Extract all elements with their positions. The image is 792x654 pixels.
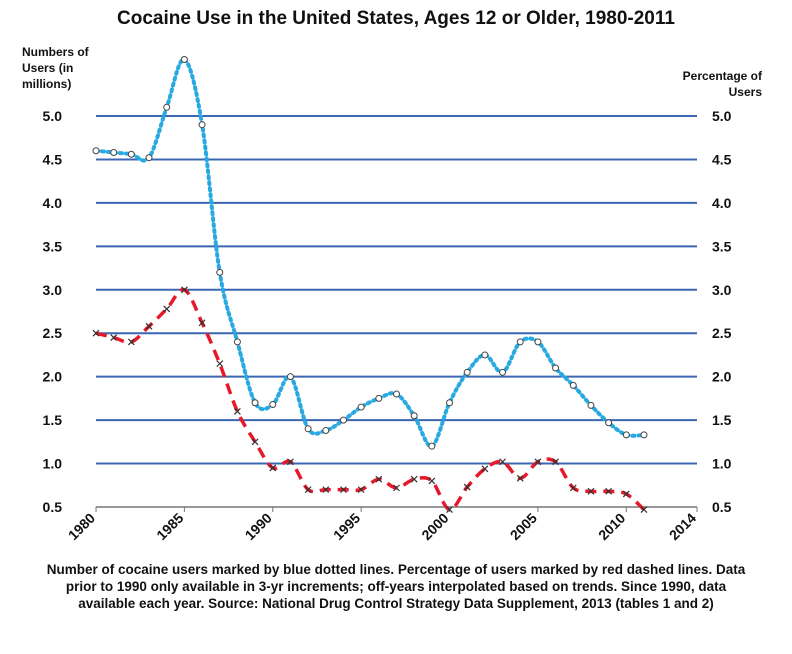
y-tick-left: 3.0 [43,282,63,298]
users-data-point [357,403,365,411]
percentage-data-point [569,484,577,492]
percentage-data-point [605,487,613,495]
percentage-data-point [287,458,294,466]
y-tick-right: 4.5 [712,151,732,167]
users-data-point [463,368,471,376]
percentage-data-point [340,486,347,494]
y-tick-left: 4.0 [43,195,63,211]
y-tick-right: 1.0 [712,456,732,472]
percentage-data-point [375,475,383,483]
percentage-data-point [499,458,506,466]
percentage-data-point [251,438,259,446]
y-tick-right: 1.5 [712,412,732,428]
users-data-point [304,425,312,433]
users-data-point [446,399,454,407]
users-data-point [481,351,489,359]
users-data-point [534,338,542,346]
percentage-data-point [145,322,153,330]
users-data-point [622,431,630,439]
x-tick-label: 1980 [65,510,98,543]
y-tick-left: 3.5 [43,238,63,254]
percentage-data-point [446,506,453,514]
users-data-point [428,442,436,450]
percentage-series-line [95,287,646,512]
percentage-data-point [393,484,400,492]
y-tick-left: 5.0 [43,108,63,124]
users-data-point [393,390,400,398]
users-data-point [499,368,507,376]
users-data-point [127,150,135,158]
y-tick-right: 3.5 [712,238,732,254]
x-tick-label: 1990 [242,510,275,543]
chart-caption: Number of cocaine users marked by blue d… [46,562,746,611]
percentage-data-point [304,486,312,494]
x-tick-label: 2014 [666,510,699,543]
y-tick-left: 2.0 [43,369,63,385]
percentage-data-point [163,305,171,313]
users-data-point [163,103,171,111]
percentage-data-point [410,475,418,483]
percentage-data-point [180,286,188,294]
y-tick-left: 1.0 [43,456,63,472]
y-tick-left: 4.5 [43,151,63,167]
users-data-point [375,394,383,402]
x-tick-label: 2000 [418,510,451,543]
y-tick-left: 2.5 [43,325,63,341]
percentage-data-point [463,483,471,491]
users-data-point [322,427,330,435]
percentage-data-point [357,486,365,494]
y-tick-right: 4.0 [712,195,732,211]
percentage-data-point [127,338,135,346]
users-data-point [339,416,347,424]
users-data-point [145,154,153,162]
users-series-line [94,57,646,449]
percentage-data-point [269,464,277,472]
percentage-data-point [622,490,630,498]
y-tick-left: 0.5 [43,499,63,515]
percentage-data-point [640,506,648,514]
users-data-point [180,56,188,64]
percentage-data-point [534,458,542,466]
x-tick-label: 1985 [153,510,186,543]
users-data-point [198,121,206,129]
y-tick-left: 1.5 [43,412,63,428]
percentage-data-point [428,477,436,485]
x-tick-label: 2005 [507,510,540,543]
percentage-data-point [198,319,206,327]
y-tick-right: 0.5 [712,499,732,515]
users-data-point [92,147,100,155]
percentage-data-point [110,334,118,341]
y-axis-right-label: Percentage of Users [682,69,762,99]
users-data-point [516,338,524,346]
users-data-point [216,268,224,276]
percentage-data-point [92,329,100,337]
percentage-data-point [587,487,595,495]
users-data-point [587,401,595,409]
percentage-data-point [233,407,241,415]
y-tick-right: 2.0 [712,369,732,385]
users-data-point [110,148,118,156]
users-data-point [269,400,277,408]
percentage-data-point [216,360,224,368]
users-data-point [410,412,418,420]
y-tick-right: 5.0 [712,108,732,124]
percentage-data-point [322,486,330,494]
y-tick-right: 3.0 [712,282,732,298]
users-data-point [640,431,648,439]
users-data-point [552,364,560,372]
x-tick-label: 2010 [595,510,628,543]
x-tick-label: 1995 [330,510,363,543]
chart-title: Cocaine Use in the United States, Ages 1… [117,8,675,29]
y-axis-left-label: Numbers of Users (in millions) [22,45,89,91]
percentage-data-point [481,465,489,473]
users-data-point [286,373,294,381]
users-data-point [569,381,577,389]
percentage-data-point [552,458,560,466]
y-tick-right: 2.5 [712,325,732,341]
percentage-data-point [516,474,524,482]
users-data-point [251,399,259,407]
users-data-point [605,419,613,427]
users-data-point [233,338,241,346]
